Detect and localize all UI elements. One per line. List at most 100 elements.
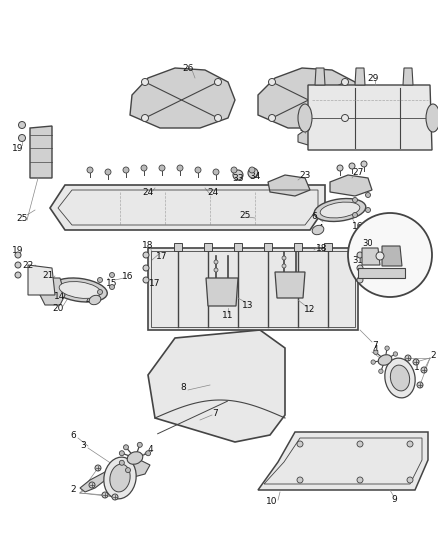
Circle shape	[194, 167, 201, 173]
Text: 4: 4	[147, 446, 152, 455]
Text: 19: 19	[12, 143, 24, 152]
Text: 19: 19	[12, 246, 24, 254]
Circle shape	[212, 169, 219, 175]
Polygon shape	[258, 68, 361, 128]
Circle shape	[348, 163, 354, 169]
Text: 24: 24	[207, 188, 218, 197]
Circle shape	[177, 165, 183, 171]
Circle shape	[389, 227, 395, 233]
Text: 20: 20	[52, 303, 64, 312]
Text: 2: 2	[70, 486, 76, 495]
Circle shape	[141, 165, 147, 171]
Circle shape	[105, 169, 111, 175]
Circle shape	[143, 265, 148, 271]
Ellipse shape	[389, 365, 409, 391]
Circle shape	[341, 78, 348, 85]
Circle shape	[392, 352, 397, 356]
Circle shape	[143, 277, 148, 283]
Polygon shape	[381, 246, 401, 266]
Polygon shape	[258, 432, 427, 490]
Circle shape	[125, 467, 130, 473]
Polygon shape	[130, 68, 234, 128]
Text: 17: 17	[149, 279, 160, 287]
Circle shape	[356, 477, 362, 483]
Ellipse shape	[89, 295, 101, 305]
Text: 18: 18	[315, 244, 327, 253]
Circle shape	[18, 134, 25, 141]
Circle shape	[97, 278, 102, 282]
Ellipse shape	[110, 464, 130, 492]
Text: 19: 19	[386, 217, 398, 227]
Ellipse shape	[425, 104, 438, 132]
Circle shape	[297, 441, 302, 447]
Circle shape	[356, 252, 362, 258]
Ellipse shape	[104, 457, 136, 499]
Circle shape	[141, 78, 148, 85]
Circle shape	[141, 115, 148, 122]
Circle shape	[370, 360, 374, 364]
Polygon shape	[28, 265, 55, 295]
Text: 12: 12	[304, 305, 315, 314]
Polygon shape	[329, 175, 371, 196]
Circle shape	[297, 477, 302, 483]
Polygon shape	[50, 185, 324, 230]
Circle shape	[365, 192, 370, 198]
Circle shape	[15, 272, 21, 278]
Circle shape	[416, 382, 422, 388]
Text: 17: 17	[346, 207, 358, 216]
Polygon shape	[357, 268, 404, 278]
Text: 28: 28	[299, 124, 310, 133]
Polygon shape	[115, 460, 150, 478]
Ellipse shape	[53, 278, 107, 302]
Text: 3: 3	[80, 441, 86, 450]
Circle shape	[412, 359, 418, 365]
Circle shape	[341, 115, 348, 122]
Circle shape	[15, 252, 21, 258]
Circle shape	[356, 277, 362, 283]
Text: 32: 32	[389, 257, 399, 266]
Polygon shape	[307, 85, 431, 150]
Circle shape	[112, 494, 118, 500]
Text: 1: 1	[413, 364, 419, 373]
Circle shape	[336, 165, 342, 171]
Circle shape	[119, 451, 124, 456]
Circle shape	[145, 451, 150, 456]
Text: 27: 27	[352, 167, 363, 176]
Text: 33: 33	[232, 174, 243, 182]
Text: 24: 24	[142, 188, 153, 197]
Circle shape	[18, 122, 25, 128]
Circle shape	[109, 272, 114, 278]
Circle shape	[360, 161, 366, 167]
Circle shape	[213, 268, 218, 272]
Circle shape	[248, 167, 254, 173]
Polygon shape	[354, 68, 364, 85]
FancyBboxPatch shape	[323, 243, 331, 251]
Circle shape	[109, 285, 114, 289]
Circle shape	[365, 207, 370, 213]
Text: 14: 14	[54, 292, 66, 301]
Text: 25: 25	[239, 211, 250, 220]
Circle shape	[102, 492, 108, 498]
Circle shape	[406, 441, 412, 447]
Circle shape	[123, 167, 129, 173]
Text: 6: 6	[311, 212, 316, 221]
Polygon shape	[267, 175, 309, 196]
Text: 29: 29	[367, 74, 378, 83]
Text: 34: 34	[249, 172, 260, 181]
FancyBboxPatch shape	[173, 243, 182, 251]
Ellipse shape	[319, 202, 359, 218]
Polygon shape	[30, 126, 52, 178]
Circle shape	[268, 115, 275, 122]
Text: 23: 23	[299, 171, 310, 180]
Text: 14: 14	[383, 238, 395, 247]
Circle shape	[352, 213, 357, 217]
Text: 7: 7	[371, 341, 377, 350]
Text: 15: 15	[356, 233, 367, 243]
Circle shape	[230, 167, 237, 173]
Text: 1: 1	[127, 475, 133, 484]
Ellipse shape	[384, 358, 414, 398]
Text: 16: 16	[351, 222, 363, 230]
Ellipse shape	[59, 281, 101, 298]
Circle shape	[214, 78, 221, 85]
Circle shape	[281, 264, 285, 268]
